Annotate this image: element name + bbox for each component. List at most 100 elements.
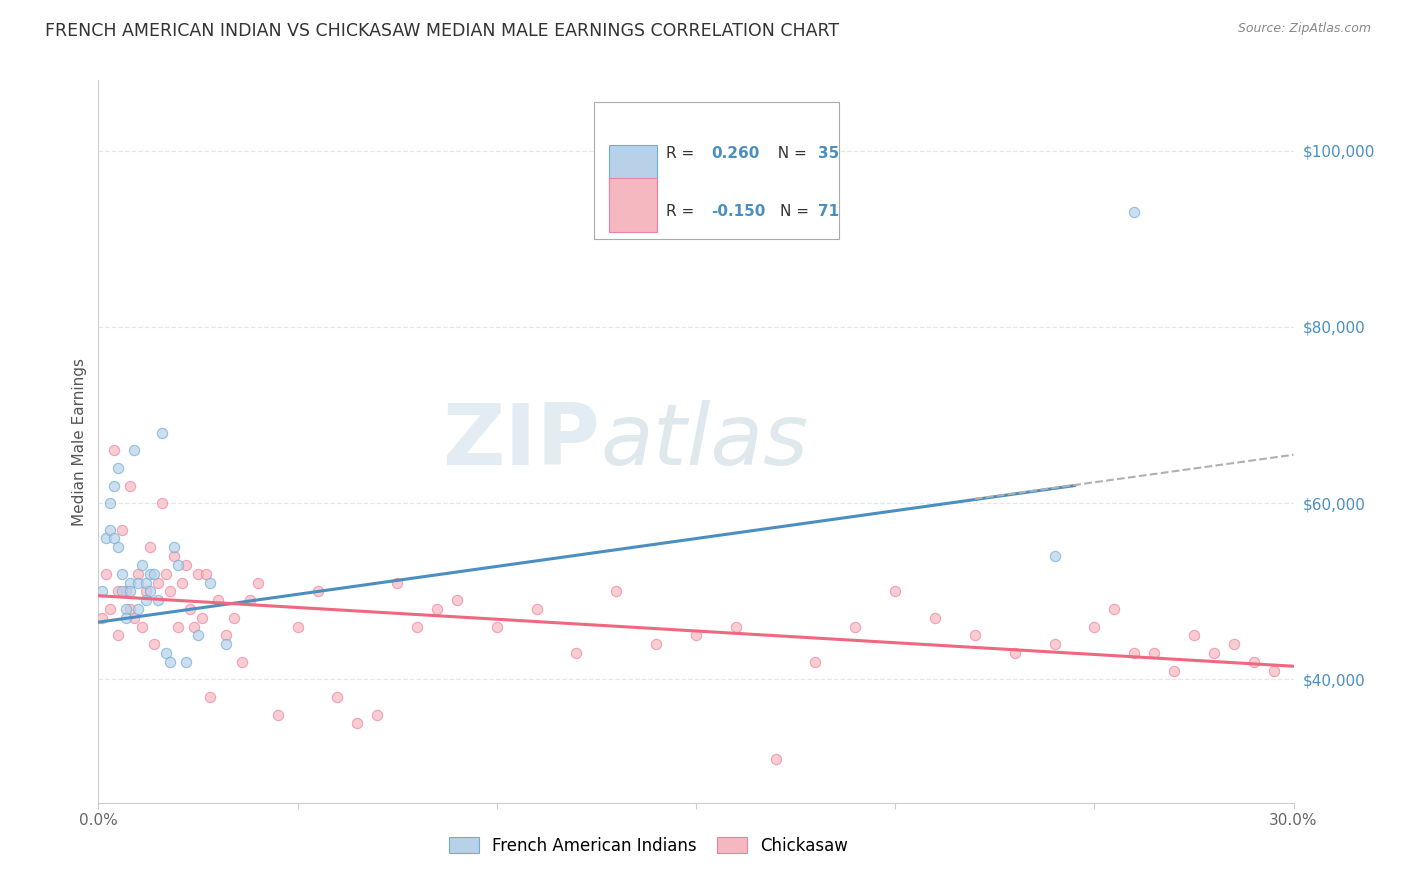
Point <box>120 478 142 492</box>
Point <box>167 558 190 572</box>
Point <box>426 602 449 616</box>
Point <box>287 619 309 633</box>
Text: 35: 35 <box>818 146 839 161</box>
Y-axis label: Median Male Earnings: Median Male Earnings <box>72 358 87 525</box>
Point <box>174 655 197 669</box>
Point <box>1123 205 1146 219</box>
Point <box>1163 664 1185 678</box>
Point <box>159 584 181 599</box>
Point <box>307 584 329 599</box>
Point <box>172 575 194 590</box>
Point <box>98 523 122 537</box>
Point <box>107 461 129 475</box>
Point <box>346 716 368 731</box>
Point <box>107 628 129 642</box>
Point <box>924 611 946 625</box>
Text: Source: ZipAtlas.com: Source: ZipAtlas.com <box>1237 22 1371 36</box>
Point <box>150 425 173 440</box>
Point <box>167 619 190 633</box>
Point <box>1083 619 1105 633</box>
Point <box>120 584 142 599</box>
Point <box>1004 646 1026 660</box>
Point <box>326 690 349 704</box>
Point <box>207 593 229 607</box>
Point <box>91 611 114 625</box>
Point <box>645 637 668 651</box>
Legend: French American Indians, Chickasaw: French American Indians, Chickasaw <box>440 829 856 863</box>
Text: ZIP: ZIP <box>443 400 600 483</box>
Text: R =: R = <box>666 204 699 219</box>
Point <box>98 496 122 510</box>
Point <box>884 584 907 599</box>
Text: 0.260: 0.260 <box>711 146 759 161</box>
Point <box>685 628 707 642</box>
Point <box>198 575 221 590</box>
Text: FRENCH AMERICAN INDIAN VS CHICKASAW MEDIAN MALE EARNINGS CORRELATION CHART: FRENCH AMERICAN INDIAN VS CHICKASAW MEDI… <box>45 22 839 40</box>
Point <box>1243 655 1265 669</box>
Point <box>120 602 142 616</box>
Point <box>135 575 157 590</box>
Point <box>195 566 218 581</box>
Point <box>174 558 197 572</box>
FancyBboxPatch shape <box>595 102 839 239</box>
Point <box>91 584 114 599</box>
Point <box>366 707 388 722</box>
Point <box>115 584 138 599</box>
Point <box>406 619 429 633</box>
Point <box>111 584 134 599</box>
Point <box>385 575 409 590</box>
Point <box>111 523 134 537</box>
Point <box>844 619 866 633</box>
Point <box>198 690 221 704</box>
Point <box>107 584 129 599</box>
Point <box>143 566 166 581</box>
Point <box>115 611 138 625</box>
Point <box>163 549 186 563</box>
Point <box>222 611 245 625</box>
Point <box>267 707 290 722</box>
Point <box>107 541 129 555</box>
Point <box>98 602 122 616</box>
Point <box>246 575 269 590</box>
Point <box>231 655 253 669</box>
Point <box>131 619 153 633</box>
Point <box>127 575 149 590</box>
Point <box>127 602 149 616</box>
Point <box>963 628 986 642</box>
Point <box>96 566 118 581</box>
Point <box>1123 646 1146 660</box>
Point <box>163 541 186 555</box>
Point <box>111 566 134 581</box>
Point <box>485 619 508 633</box>
Point <box>215 637 238 651</box>
Point <box>1182 628 1205 642</box>
Point <box>124 443 146 458</box>
Point <box>103 478 125 492</box>
Point <box>446 593 468 607</box>
Point <box>187 566 209 581</box>
Point <box>103 532 125 546</box>
Text: 71: 71 <box>818 204 839 219</box>
Point <box>139 566 162 581</box>
Point <box>124 611 146 625</box>
Text: N =: N = <box>768 146 811 161</box>
Point <box>143 637 166 651</box>
Point <box>1043 549 1066 563</box>
Point <box>1143 646 1166 660</box>
Point <box>565 646 588 660</box>
Point <box>115 602 138 616</box>
Point <box>804 655 827 669</box>
Point <box>148 575 170 590</box>
Point <box>1223 637 1246 651</box>
Point <box>765 752 787 766</box>
Point <box>526 602 548 616</box>
Point <box>139 541 162 555</box>
Point <box>139 584 162 599</box>
Point <box>155 566 177 581</box>
Point <box>120 575 142 590</box>
Point <box>1043 637 1066 651</box>
Point <box>148 593 170 607</box>
Point <box>159 655 181 669</box>
Point <box>1202 646 1225 660</box>
Point <box>187 628 209 642</box>
